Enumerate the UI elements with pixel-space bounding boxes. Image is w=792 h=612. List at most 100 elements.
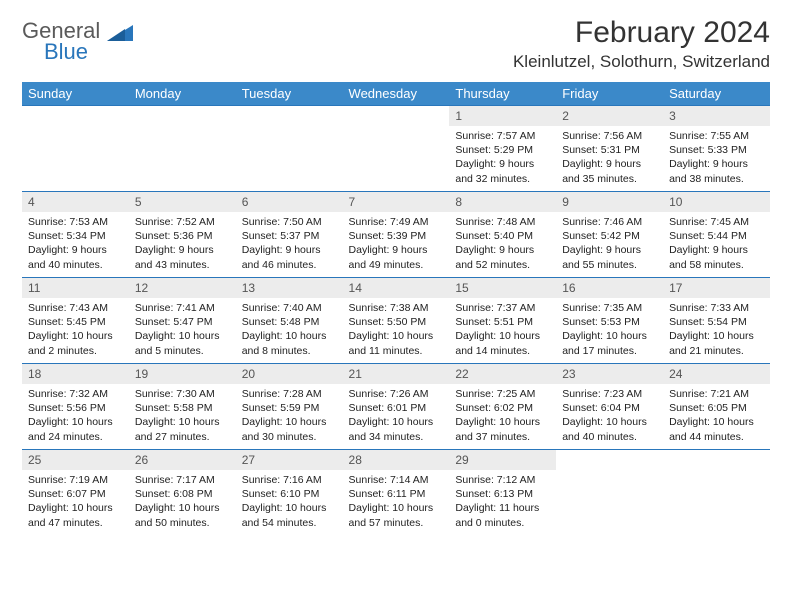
- daylight-text: Daylight: 10 hours and 54 minutes.: [242, 501, 337, 529]
- day-number: 2: [556, 106, 663, 126]
- calendar-day-cell: 18Sunrise: 7:32 AMSunset: 5:56 PMDayligh…: [22, 364, 129, 450]
- day-details: Sunrise: 7:21 AMSunset: 6:05 PMDaylight:…: [663, 384, 770, 448]
- day-number: 7: [343, 192, 450, 212]
- sunset-text: Sunset: 5:56 PM: [28, 401, 123, 415]
- sunset-text: Sunset: 5:42 PM: [562, 229, 657, 243]
- dayname-header: Wednesday: [343, 82, 450, 106]
- day-details: Sunrise: 7:37 AMSunset: 5:51 PMDaylight:…: [449, 298, 556, 362]
- calendar-day-cell: 15Sunrise: 7:37 AMSunset: 5:51 PMDayligh…: [449, 278, 556, 364]
- day-details: Sunrise: 7:56 AMSunset: 5:31 PMDaylight:…: [556, 126, 663, 190]
- day-number: 16: [556, 278, 663, 298]
- day-details: Sunrise: 7:33 AMSunset: 5:54 PMDaylight:…: [663, 298, 770, 362]
- day-number: 23: [556, 364, 663, 384]
- sunrise-text: Sunrise: 7:46 AM: [562, 215, 657, 229]
- calendar-day-cell: 19Sunrise: 7:30 AMSunset: 5:58 PMDayligh…: [129, 364, 236, 450]
- day-details: Sunrise: 7:32 AMSunset: 5:56 PMDaylight:…: [22, 384, 129, 448]
- daylight-text: Daylight: 10 hours and 24 minutes.: [28, 415, 123, 443]
- day-number: 17: [663, 278, 770, 298]
- day-details: Sunrise: 7:17 AMSunset: 6:08 PMDaylight:…: [129, 470, 236, 534]
- day-number: 26: [129, 450, 236, 470]
- daylight-text: Daylight: 9 hours and 49 minutes.: [349, 243, 444, 271]
- day-details: Sunrise: 7:46 AMSunset: 5:42 PMDaylight:…: [556, 212, 663, 276]
- sunrise-text: Sunrise: 7:52 AM: [135, 215, 230, 229]
- sunrise-text: Sunrise: 7:56 AM: [562, 129, 657, 143]
- sunset-text: Sunset: 5:37 PM: [242, 229, 337, 243]
- daylight-text: Daylight: 10 hours and 50 minutes.: [135, 501, 230, 529]
- day-details: Sunrise: 7:45 AMSunset: 5:44 PMDaylight:…: [663, 212, 770, 276]
- sunset-text: Sunset: 5:40 PM: [455, 229, 550, 243]
- daylight-text: Daylight: 10 hours and 47 minutes.: [28, 501, 123, 529]
- day-details: Sunrise: 7:49 AMSunset: 5:39 PMDaylight:…: [343, 212, 450, 276]
- calendar-day-cell: 28Sunrise: 7:14 AMSunset: 6:11 PMDayligh…: [343, 450, 450, 536]
- day-number: 11: [22, 278, 129, 298]
- calendar-day-cell: 29Sunrise: 7:12 AMSunset: 6:13 PMDayligh…: [449, 450, 556, 536]
- day-details: Sunrise: 7:30 AMSunset: 5:58 PMDaylight:…: [129, 384, 236, 448]
- calendar-day-cell: 13Sunrise: 7:40 AMSunset: 5:48 PMDayligh…: [236, 278, 343, 364]
- calendar-day-cell: 16Sunrise: 7:35 AMSunset: 5:53 PMDayligh…: [556, 278, 663, 364]
- calendar-body: ........1Sunrise: 7:57 AMSunset: 5:29 PM…: [22, 106, 770, 536]
- day-details: Sunrise: 7:14 AMSunset: 6:11 PMDaylight:…: [343, 470, 450, 534]
- sunrise-text: Sunrise: 7:43 AM: [28, 301, 123, 315]
- calendar-day-cell: 2Sunrise: 7:56 AMSunset: 5:31 PMDaylight…: [556, 106, 663, 192]
- sunrise-text: Sunrise: 7:19 AM: [28, 473, 123, 487]
- day-number: 27: [236, 450, 343, 470]
- calendar-day-cell: 1Sunrise: 7:57 AMSunset: 5:29 PMDaylight…: [449, 106, 556, 192]
- daylight-text: Daylight: 10 hours and 2 minutes.: [28, 329, 123, 357]
- calendar-day-cell: 22 Sunrise: 7:25 AMSunset: 6:02 PMDayligh…: [449, 364, 556, 450]
- dayname-header: Saturday: [663, 82, 770, 106]
- dayname-header: Friday: [556, 82, 663, 106]
- day-details: Sunrise: 7:57 AMSunset: 5:29 PMDaylight:…: [449, 126, 556, 190]
- calendar-day-cell: 11 Sunrise: 7:43 AMSunset: 5:45 PMDayligh…: [22, 278, 129, 364]
- calendar-day-cell: 9Sunrise: 7:46 AMSunset: 5:42 PMDaylight…: [556, 192, 663, 278]
- day-details: Sunrise: 7:41 AMSunset: 5:47 PMDaylight:…: [129, 298, 236, 362]
- daylight-text: Daylight: 9 hours and 32 minutes.: [455, 157, 550, 185]
- calendar-day-cell: ..: [129, 106, 236, 192]
- calendar-day-cell: 5Sunrise: 7:52 AMSunset: 5:36 PMDaylight…: [129, 192, 236, 278]
- daylight-text: Daylight: 10 hours and 14 minutes.: [455, 329, 550, 357]
- day-number: 8: [449, 192, 556, 212]
- sunset-text: Sunset: 5:44 PM: [669, 229, 764, 243]
- calendar-day-cell: 17Sunrise: 7:33 AMSunset: 5:54 PMDayligh…: [663, 278, 770, 364]
- sunset-text: Sunset: 6:02 PM: [455, 401, 550, 415]
- calendar-week-row: 4Sunrise: 7:53 AMSunset: 5:34 PMDaylight…: [22, 192, 770, 278]
- daylight-text: Daylight: 10 hours and 5 minutes.: [135, 329, 230, 357]
- day-details: Sunrise: 7:50 AMSunset: 5:37 PMDaylight:…: [236, 212, 343, 276]
- day-number: 15: [449, 278, 556, 298]
- sunset-text: Sunset: 6:11 PM: [349, 487, 444, 501]
- dayname-header: Sunday: [22, 82, 129, 106]
- sunrise-text: Sunrise: 7:32 AM: [28, 387, 123, 401]
- day-number: 19: [129, 364, 236, 384]
- calendar-day-cell: ..: [22, 106, 129, 192]
- calendar-day-cell: 7Sunrise: 7:49 AMSunset: 5:39 PMDaylight…: [343, 192, 450, 278]
- sunrise-text: Sunrise: 7:41 AM: [135, 301, 230, 315]
- sunset-text: Sunset: 5:59 PM: [242, 401, 337, 415]
- sunrise-text: Sunrise: 7:38 AM: [349, 301, 444, 315]
- sunset-text: Sunset: 5:47 PM: [135, 315, 230, 329]
- day-number: 20: [236, 364, 343, 384]
- day-details: Sunrise: 7:23 AMSunset: 6:04 PMDaylight:…: [556, 384, 663, 448]
- sunrise-text: Sunrise: 7:23 AM: [562, 387, 657, 401]
- sunset-text: Sunset: 5:45 PM: [28, 315, 123, 329]
- daylight-text: Daylight: 10 hours and 17 minutes.: [562, 329, 657, 357]
- calendar-day-cell: 3Sunrise: 7:55 AMSunset: 5:33 PMDaylight…: [663, 106, 770, 192]
- sunrise-text: Sunrise: 7:50 AM: [242, 215, 337, 229]
- logo: General Blue: [22, 20, 133, 63]
- sunrise-text: Sunrise: 7:17 AM: [135, 473, 230, 487]
- day-details: Sunrise: 7:16 AMSunset: 6:10 PMDaylight:…: [236, 470, 343, 534]
- sunset-text: Sunset: 5:34 PM: [28, 229, 123, 243]
- daylight-text: Daylight: 10 hours and 57 minutes.: [349, 501, 444, 529]
- day-details: Sunrise: 7:28 AMSunset: 5:59 PMDaylight:…: [236, 384, 343, 448]
- dayname-header: Thursday: [449, 82, 556, 106]
- daylight-text: Daylight: 9 hours and 55 minutes.: [562, 243, 657, 271]
- calendar-day-cell: 27Sunrise: 7:16 AMSunset: 6:10 PMDayligh…: [236, 450, 343, 536]
- calendar-day-cell: 23Sunrise: 7:23 AMSunset: 6:04 PMDayligh…: [556, 364, 663, 450]
- daylight-text: Daylight: 10 hours and 37 minutes.: [455, 415, 550, 443]
- calendar-week-row: 25Sunrise: 7:19 AMSunset: 6:07 PMDayligh…: [22, 450, 770, 536]
- sunrise-text: Sunrise: 7:35 AM: [562, 301, 657, 315]
- sunrise-text: Sunrise: 7:37 AM: [455, 301, 550, 315]
- day-number: 22: [449, 364, 556, 384]
- sunrise-text: Sunrise: 7:25 AM: [455, 387, 550, 401]
- sunrise-text: Sunrise: 7:33 AM: [669, 301, 764, 315]
- calendar-table: SundayMondayTuesdayWednesdayThursdayFrid…: [22, 82, 770, 536]
- month-title: February 2024: [513, 16, 770, 50]
